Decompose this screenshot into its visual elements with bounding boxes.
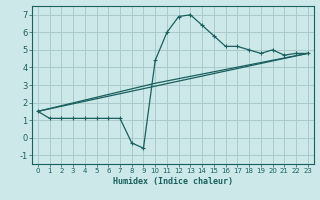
X-axis label: Humidex (Indice chaleur): Humidex (Indice chaleur)	[113, 177, 233, 186]
